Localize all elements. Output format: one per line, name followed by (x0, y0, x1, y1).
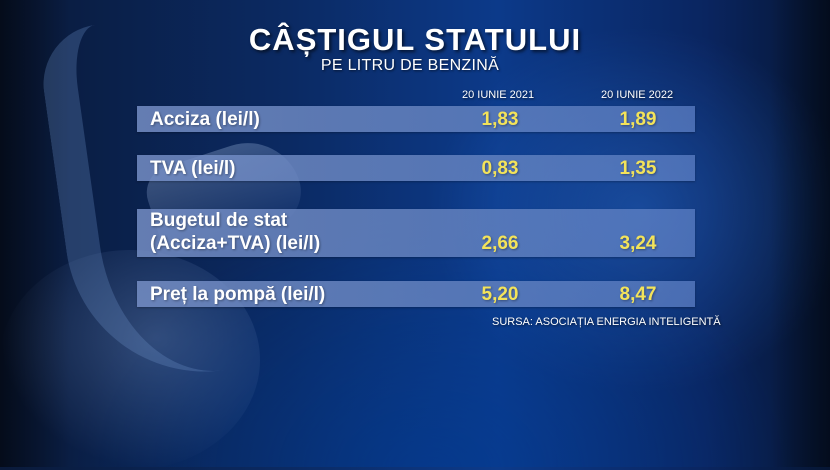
column-header-2022: 20 IUNIE 2022 (601, 89, 674, 101)
value-2021: 0,83 (481, 158, 519, 179)
table-row-tva: TVA (lei/l) 0,83 1,35 (137, 155, 695, 181)
value-2022: 3,24 (619, 233, 657, 254)
source-note: SURSA: ASOCIAȚIA ENERGIA INTELIGENTĂ (492, 316, 721, 328)
infographic-title: CÂȘTIGUL STATULUI (248, 22, 582, 57)
table-row-buget: Bugetul de stat (Acciza+TVA) (lei/l) 2,6… (137, 209, 695, 257)
infographic-subtitle: PE LITRU DE BENZINĂ (320, 57, 500, 74)
value-2021: 2,66 (481, 233, 519, 254)
value-2021: 5,20 (481, 284, 519, 305)
table-row-acciza: Acciza (lei/l) 1,83 1,89 (137, 106, 695, 132)
value-2021: 1,83 (481, 109, 519, 130)
row-label: Preț la pompă (lei/l) (150, 284, 326, 305)
value-2022: 1,35 (619, 158, 657, 179)
row-label: Acciza (lei/l) (150, 109, 260, 130)
row-label-line1: Bugetul de stat (150, 210, 288, 231)
row-label: TVA (lei/l) (150, 158, 236, 179)
value-2022: 8,47 (619, 284, 657, 305)
column-header-2021: 20 IUNIE 2021 (462, 89, 535, 101)
row-label-line2: (Acciza+TVA) (lei/l) (150, 233, 321, 254)
value-2022: 1,89 (619, 109, 657, 130)
table-row-pret-pompa: Preț la pompă (lei/l) 5,20 8,47 (137, 281, 695, 307)
